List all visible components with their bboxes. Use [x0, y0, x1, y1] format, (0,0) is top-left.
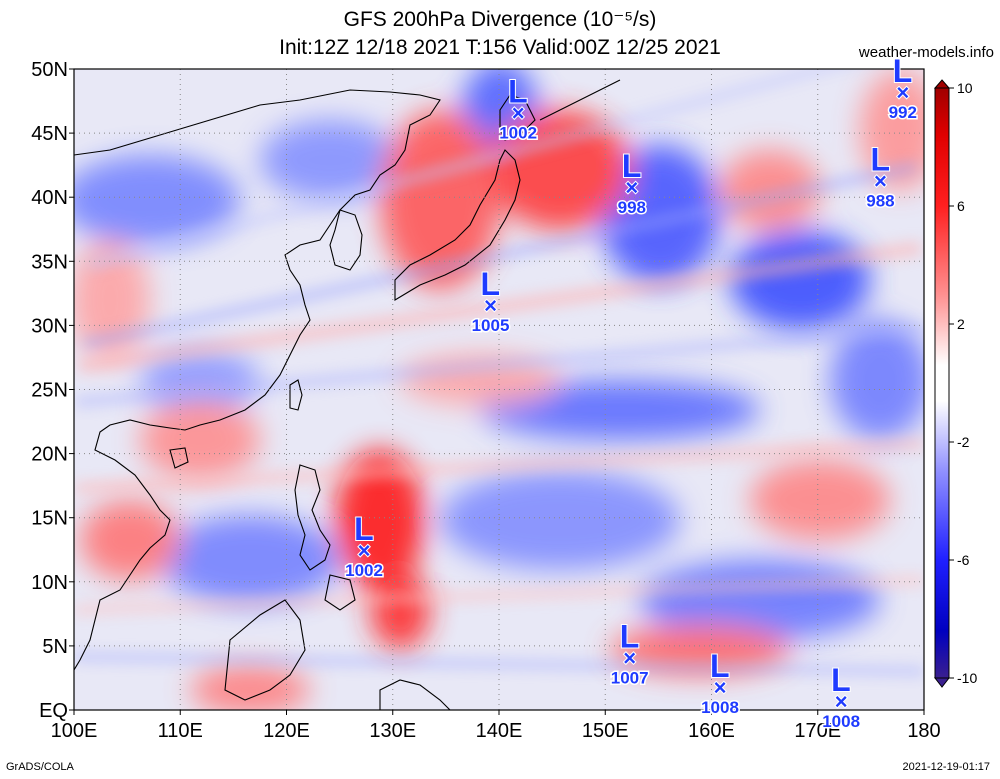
colorbar-top-arrow	[933, 79, 951, 89]
lon-tick-label: 160E	[688, 720, 735, 742]
low-letter: L	[481, 266, 501, 302]
colorbar-tick-label: 10	[957, 80, 973, 96]
longitude-labels: 100E 110E 120E 130E 140E 150E 160E 170E 180	[51, 710, 941, 742]
lat-tick-label: 25N	[31, 380, 68, 402]
footer-timestamp: 2021-12-19-01:17	[902, 761, 990, 773]
coastlines	[74, 79, 621, 710]
low-letter: L	[354, 511, 374, 547]
low-center-mark: ×	[835, 689, 848, 714]
lat-tick-label: 15N	[31, 508, 68, 530]
low-center: L×1005	[470, 265, 511, 337]
low-pressure-label: 988	[866, 192, 894, 211]
low-pressure-label: 1002	[499, 124, 537, 143]
low-letter: L	[622, 148, 642, 184]
lat-tick-label: 10N	[31, 572, 68, 594]
footer-software: GrADS/COLA	[6, 761, 74, 773]
lat-tick-label: EQ	[39, 700, 68, 722]
low-center: L×992	[887, 52, 918, 124]
colorbar-tick-label: -2	[957, 434, 970, 450]
low-center: L×1002	[344, 510, 385, 582]
low-pressure-label: 1008	[822, 712, 860, 731]
lat-tick-label: 40N	[31, 187, 68, 209]
colorbar-tick-label: 2	[957, 316, 965, 332]
lat-tick-label: 5N	[42, 636, 68, 658]
low-center: L×1008	[700, 647, 741, 719]
low-center-mark: ×	[714, 675, 727, 700]
low-letter: L	[831, 662, 851, 698]
lat-tick-label: 20N	[31, 444, 68, 466]
low-center: L×998	[616, 147, 647, 219]
low-pressure-label: 1002	[345, 561, 383, 580]
lon-tick-label: 120E	[263, 720, 310, 742]
colorbar-scale	[934, 87, 950, 679]
low-center-mark: ×	[484, 293, 497, 318]
colorbar-tick-label: -10	[957, 670, 977, 686]
low-pressure-label: 1005	[472, 316, 510, 335]
latitude-labels: 50N 45N 40N 35N 30N 25N 20N 15N 10N 5N EQ	[31, 59, 74, 722]
low-center: L×988	[865, 141, 896, 213]
low-center-mark: ×	[625, 175, 638, 200]
low-letter: L	[870, 142, 890, 178]
low-letter: L	[620, 618, 640, 654]
low-center-mark: ×	[874, 169, 887, 194]
chart-title: GFS 200hPa Divergence (10⁻⁵/s)	[343, 8, 657, 31]
low-letter: L	[710, 648, 730, 684]
site-label[interactable]: weather-models.info	[858, 44, 994, 61]
lon-tick-label: 170E	[794, 720, 841, 742]
low-pressure-label: 998	[618, 198, 646, 217]
low-center-mark: ×	[623, 645, 636, 670]
low-letter: L	[508, 74, 528, 110]
lat-tick-label: 50N	[31, 59, 68, 81]
colorbar: 10 6 2 -2 -6 -10	[933, 79, 977, 688]
lon-tick-label: 150E	[582, 720, 629, 742]
low-pressure-label: 992	[889, 103, 917, 122]
low-pressure-label: 1007	[611, 668, 649, 687]
colorbar-tick-label: -6	[957, 552, 970, 568]
low-center-mark: ×	[358, 538, 371, 563]
low-center-mark: ×	[512, 101, 525, 126]
low-pressure-label: 1008	[701, 698, 739, 717]
lon-tick-label: 100E	[51, 720, 98, 742]
lon-tick-label: 110E	[158, 720, 203, 742]
lat-tick-label: 45N	[31, 123, 68, 145]
chart-subtitle: Init:12Z 12/18 2021 T:156 Valid:00Z 12/2…	[279, 36, 721, 59]
lon-tick-label: 180	[907, 720, 940, 742]
lat-lon-grid	[74, 69, 924, 710]
low-center: L×1008	[821, 661, 862, 733]
low-center-mark: ×	[896, 80, 909, 105]
lat-tick-label: 30N	[31, 315, 68, 337]
lon-tick-label: 130E	[369, 720, 416, 742]
lat-tick-label: 35N	[31, 251, 68, 273]
lon-tick-label: 140E	[476, 720, 523, 742]
colorbar-bottom-arrow	[933, 677, 951, 688]
low-center: L×1007	[609, 617, 650, 689]
colorbar-tick-label: 6	[957, 198, 965, 214]
low-center: L×1002	[498, 73, 539, 145]
low-letter: L	[893, 53, 913, 89]
